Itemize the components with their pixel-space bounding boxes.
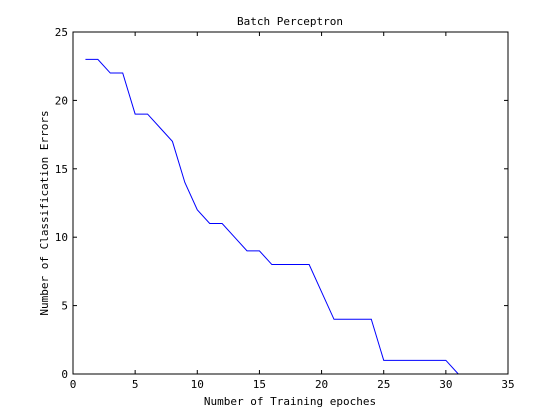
x-tick-label: 30 [439,378,452,391]
y-tick-label: 10 [55,231,68,244]
series-layer [85,58,459,375]
y-tick-label: 5 [61,300,68,313]
y-tick-label: 15 [55,163,68,176]
x-axis-label: Number of Training epoches [204,395,376,408]
y-axis-label: Number of Classification Errors [38,110,51,315]
tick-labels-layer: 0 5 10 15 20 25 30 35 0 5 10 15 20 25 [55,26,515,391]
y-tick-label: 0 [61,368,68,381]
chart-title: Batch Perceptron [237,15,343,28]
x-tick-label: 5 [132,378,139,391]
x-tick-label: 35 [501,378,514,391]
x-tick-label: 0 [70,378,77,391]
series-line-0 [85,58,459,375]
x-tick-label: 15 [253,378,266,391]
x-tick-label: 20 [315,378,328,391]
plot-area [73,32,508,374]
y-tick-label: 25 [55,26,68,39]
x-tick-label: 10 [191,378,204,391]
axes-box [72,31,509,375]
x-tick-label: 25 [377,378,390,391]
y-tick-label: 20 [55,94,68,107]
